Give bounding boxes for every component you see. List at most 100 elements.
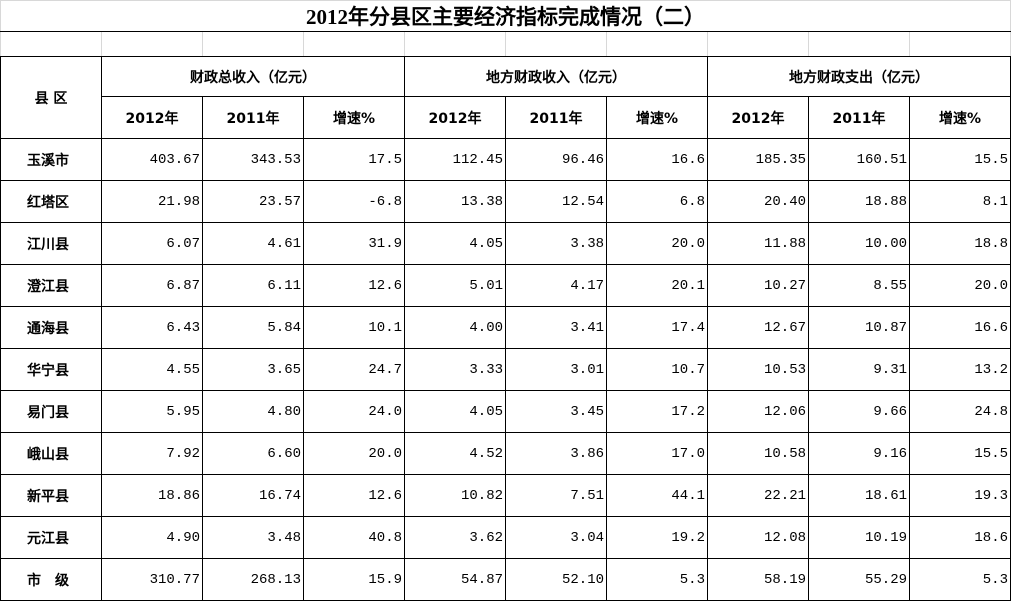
value-cell: 6.8 (606, 180, 708, 223)
value-cell: 160.51 (808, 138, 910, 181)
value-cell: 6.87 (101, 264, 203, 307)
value-cell: 16.6 (606, 138, 708, 181)
value-cell: 343.53 (202, 138, 304, 181)
value-cell: 18.88 (808, 180, 910, 223)
empty-row (0, 31, 1011, 57)
value-cell: 10.53 (707, 348, 809, 391)
value-cell: 17.4 (606, 306, 708, 349)
title-row: 2012年分县区主要经济指标完成情况（二） (0, 0, 1011, 32)
empty-cell (202, 31, 304, 57)
value-cell: 12.6 (303, 474, 405, 517)
region-name: 市 级 (0, 558, 102, 601)
column-header: 2011年 (505, 96, 607, 139)
value-cell: 16.6 (909, 306, 1011, 349)
empty-cell (707, 31, 809, 57)
value-cell: 4.17 (505, 264, 607, 307)
value-cell: 3.48 (202, 516, 304, 559)
empty-cell (909, 31, 1011, 57)
value-cell: 4.00 (404, 306, 506, 349)
value-cell: 24.7 (303, 348, 405, 391)
value-cell: 5.3 (606, 558, 708, 601)
data-row: 元江县 4.90 3.48 40.8 3.62 3.04 19.2 12.08 10.19 18.… (0, 516, 1011, 559)
data-row: 新平县 18.86 16.74 12.6 10.82 7.51 44.1 22.21 18.61… (0, 474, 1011, 517)
value-cell: 20.0 (606, 222, 708, 265)
group-header: 财政总收入（亿元） (101, 56, 405, 97)
value-cell: 5.3 (909, 558, 1011, 601)
value-cell: 13.38 (404, 180, 506, 223)
column-header: 增速% (303, 96, 405, 139)
value-cell: 20.40 (707, 180, 809, 223)
value-cell: 52.10 (505, 558, 607, 601)
value-cell: 16.74 (202, 474, 304, 517)
value-cell: 8.55 (808, 264, 910, 307)
value-cell: 4.61 (202, 222, 304, 265)
value-cell: 23.57 (202, 180, 304, 223)
data-row: 红塔区 21.98 23.57 -6.8 13.38 12.54 6.8 20.40 18.88… (0, 180, 1011, 223)
value-cell: 22.21 (707, 474, 809, 517)
region-name: 新平县 (0, 474, 102, 517)
value-cell: 7.51 (505, 474, 607, 517)
value-cell: 9.16 (808, 432, 910, 475)
value-cell: 15.5 (909, 138, 1011, 181)
value-cell: 20.0 (303, 432, 405, 475)
empty-cell (505, 31, 607, 57)
value-cell: 112.45 (404, 138, 506, 181)
data-row: 玉溪市 403.67 343.53 17.5 112.45 96.46 16.6 185.35… (0, 138, 1011, 181)
value-cell: 31.9 (303, 222, 405, 265)
value-cell: 10.00 (808, 222, 910, 265)
empty-cell (404, 31, 506, 57)
value-cell: 12.67 (707, 306, 809, 349)
value-cell: 310.77 (101, 558, 203, 601)
value-cell: 268.13 (202, 558, 304, 601)
empty-cell (0, 31, 102, 57)
value-cell: 5.01 (404, 264, 506, 307)
value-cell: 20.1 (606, 264, 708, 307)
column-header: 2012年 (101, 96, 203, 139)
value-cell: 18.86 (101, 474, 203, 517)
value-cell: 10.1 (303, 306, 405, 349)
value-cell: 12.54 (505, 180, 607, 223)
value-cell: 3.86 (505, 432, 607, 475)
subheader-row: 2012年 2011年 增速% 2012年 2011年 增速% 2012年 2011年 增速% (1, 96, 1011, 139)
value-cell: 12.6 (303, 264, 405, 307)
value-cell: 17.5 (303, 138, 405, 181)
value-cell: 3.33 (404, 348, 506, 391)
value-cell: 4.90 (101, 516, 203, 559)
value-cell: 10.19 (808, 516, 910, 559)
value-cell: 24.0 (303, 390, 405, 433)
value-cell: 10.87 (808, 306, 910, 349)
value-cell: 11.88 (707, 222, 809, 265)
value-cell: 13.2 (909, 348, 1011, 391)
value-cell: 6.07 (101, 222, 203, 265)
data-row: 市 级 310.77 268.13 15.9 54.87 52.10 5.3 58.19 55.… (0, 558, 1011, 601)
value-cell: 12.08 (707, 516, 809, 559)
value-cell: 10.7 (606, 348, 708, 391)
value-cell: 8.1 (909, 180, 1011, 223)
value-cell: 6.43 (101, 306, 203, 349)
column-header: 2011年 (808, 96, 910, 139)
region-name: 红塔区 (0, 180, 102, 223)
region-name: 澄江县 (0, 264, 102, 307)
value-cell: 19.3 (909, 474, 1011, 517)
data-row: 通海县 6.43 5.84 10.1 4.00 3.41 17.4 12.67 10.87 16.… (0, 306, 1011, 349)
region-name: 玉溪市 (0, 138, 102, 181)
region-header: 县 区 (0, 56, 102, 139)
data-row: 易门县 5.95 4.80 24.0 4.05 3.45 17.2 12.06 9.66 24.8 (0, 390, 1011, 433)
value-cell: 3.38 (505, 222, 607, 265)
region-name: 通海县 (0, 306, 102, 349)
value-cell: 40.8 (303, 516, 405, 559)
value-cell: -6.8 (303, 180, 405, 223)
value-cell: 7.92 (101, 432, 203, 475)
empty-cell (101, 31, 203, 57)
region-name: 华宁县 (0, 348, 102, 391)
column-header: 增速% (606, 96, 708, 139)
value-cell: 3.41 (505, 306, 607, 349)
value-cell: 12.06 (707, 390, 809, 433)
column-header: 2011年 (202, 96, 304, 139)
value-cell: 44.1 (606, 474, 708, 517)
value-cell: 3.01 (505, 348, 607, 391)
value-cell: 3.04 (505, 516, 607, 559)
region-name: 江川县 (0, 222, 102, 265)
column-header: 2012年 (404, 96, 506, 139)
